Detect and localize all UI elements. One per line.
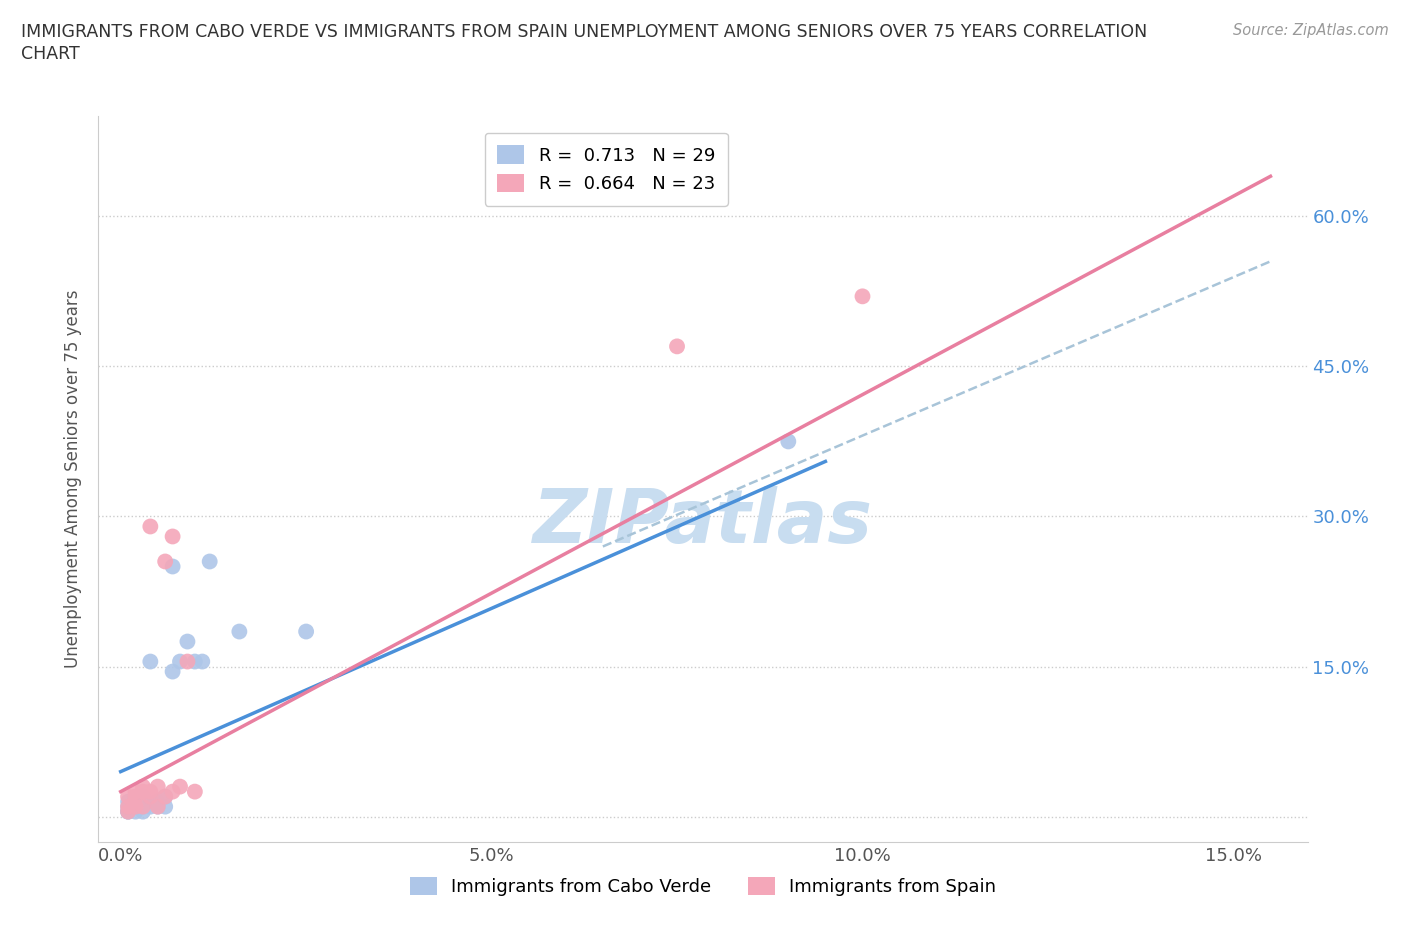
Point [124,804,146,819]
Point [132,804,155,819]
Point [153,554,176,569]
Point [162,664,184,679]
Point [146,794,169,809]
Point [153,790,176,804]
Point [124,799,146,814]
Point [124,799,146,814]
Point [124,790,146,804]
Y-axis label: Unemployment Among Seniors over 75 years: Unemployment Among Seniors over 75 years [65,290,83,668]
Point [162,784,184,799]
Point [162,529,184,544]
Text: IMMIGRANTS FROM CABO VERDE VS IMMIGRANTS FROM SPAIN UNEMPLOYMENT AMONG SENIORS O: IMMIGRANTS FROM CABO VERDE VS IMMIGRANTS… [21,23,1147,41]
Point [117,804,139,819]
Point [139,654,162,669]
Point [184,784,207,799]
Point [117,799,139,814]
Point [132,794,155,809]
Text: CHART: CHART [21,45,80,62]
Point [146,799,169,814]
Point [169,654,191,669]
Point [162,559,184,574]
Point [191,654,214,669]
Point [169,779,191,794]
Point [295,624,318,639]
Point [176,654,198,669]
Point [146,799,169,814]
Point [666,339,689,353]
Point [117,790,139,804]
Text: ZIPatlas: ZIPatlas [533,486,873,559]
Point [124,799,146,814]
Point [132,790,155,804]
Point [117,794,139,809]
Point [132,779,155,794]
Point [146,779,169,794]
Point [184,654,207,669]
Point [132,784,155,799]
Point [124,790,146,804]
Text: Source: ZipAtlas.com: Source: ZipAtlas.com [1233,23,1389,38]
Point [117,804,139,819]
Point [139,784,162,799]
Point [117,804,139,819]
Point [778,434,800,449]
Point [228,624,250,639]
Point [139,799,162,814]
Point [139,790,162,804]
Point [124,799,146,814]
Point [198,554,221,569]
Point [139,519,162,534]
Legend: Immigrants from Cabo Verde, Immigrants from Spain: Immigrants from Cabo Verde, Immigrants f… [399,866,1007,907]
Legend: R =  0.713   N = 29, R =  0.664   N = 23: R = 0.713 N = 29, R = 0.664 N = 23 [485,133,728,206]
Point [132,799,155,814]
Point [851,289,873,304]
Point [153,799,176,814]
Point [124,784,146,799]
Point [153,790,176,804]
Point [176,634,198,649]
Point [117,799,139,814]
Point [132,799,155,814]
